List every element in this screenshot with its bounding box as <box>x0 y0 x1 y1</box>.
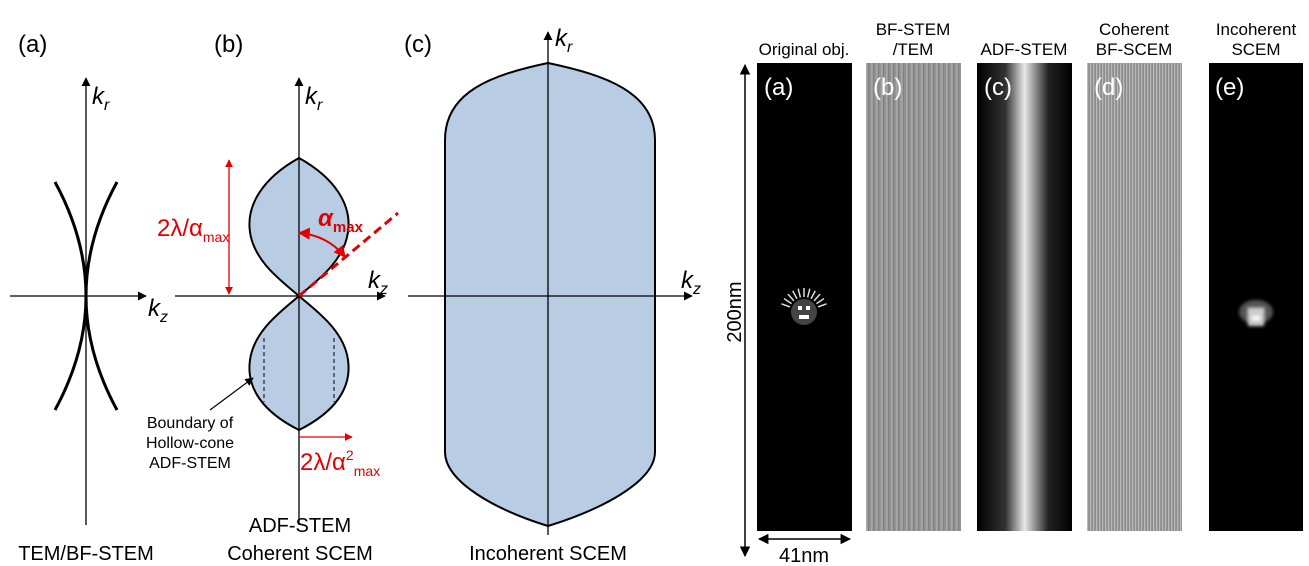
axis-label-sub: r <box>104 97 110 114</box>
label-main: α <box>318 205 334 232</box>
image <box>1209 63 1303 531</box>
panel-title: BF-SCEM <box>1096 40 1173 59</box>
diagram-b: (b) 2λ/αmax αmax 2λ/α2max Boundary of Ho… <box>146 31 398 565</box>
scale-label: 200nm <box>724 281 746 342</box>
axis-label-sub: r <box>567 39 573 56</box>
axis-label-sub: z <box>159 309 168 326</box>
panel-label: (c) <box>984 74 1012 101</box>
axis-label-sub: z <box>692 281 701 298</box>
panel-label: (a) <box>764 74 793 101</box>
image <box>866 63 961 531</box>
note: ADF-STEM <box>149 455 231 472</box>
scale-label: 41nm <box>779 545 829 566</box>
panel-label: (c) <box>404 31 432 58</box>
height-label: 2λ/αmax <box>157 215 229 245</box>
axis-label: kr <box>305 83 323 114</box>
label-sub: max <box>333 219 364 236</box>
panel-title: Coherent <box>1099 20 1169 39</box>
image-panels: 200nm 41nm Original obj. (a) BF-STEM/TEM (b… <box>724 20 1303 566</box>
label-sup: 2 <box>346 447 354 463</box>
panel-label: (a) <box>18 31 47 58</box>
label-main: 2λ/α <box>157 215 203 242</box>
panel-title: Incoherent <box>1216 20 1297 39</box>
caption: Incoherent SCEM <box>469 543 627 565</box>
image <box>1087 63 1182 531</box>
caption: ADF-STEM <box>249 515 351 537</box>
caption: TEM/BF-STEM <box>18 543 154 565</box>
axis-label: kr <box>92 83 110 114</box>
axis-label-sub: z <box>379 281 388 298</box>
image <box>977 63 1072 531</box>
note: Boundary of <box>147 415 234 432</box>
axis-label-sub: r <box>317 97 323 114</box>
label-main: 2λ/α <box>300 449 346 476</box>
panel-title: ADF-STEM <box>981 40 1068 59</box>
panel-title: SCEM <box>1231 40 1280 59</box>
width-label: 2λ/α2max <box>300 447 380 479</box>
panel-label: (b) <box>873 74 902 101</box>
axis-label: kz <box>681 267 701 298</box>
axis-label: kz <box>368 267 388 298</box>
region <box>445 63 655 526</box>
panel-label: (e) <box>1215 74 1244 101</box>
panel-title: Original obj. <box>759 40 850 59</box>
caption: Coherent SCEM <box>227 543 373 565</box>
label-sub: max <box>203 229 229 245</box>
label-sub: max <box>354 463 380 479</box>
axis-label: kz <box>148 295 168 326</box>
note: Hollow-cone <box>146 435 234 452</box>
pointer <box>210 378 253 410</box>
diagram-c: (c) kr kz Incoherent SCEM <box>404 25 701 565</box>
panel-title: BF-STEM <box>876 20 951 39</box>
panel-label: (d) <box>1094 74 1123 101</box>
axis-label: kr <box>555 25 573 56</box>
panel-label: (b) <box>214 31 243 58</box>
diagram-a: (a) kr kz TEM/BF-STEM <box>10 31 168 565</box>
figure: (a) kr kz TEM/BF-STEM (b) 2λ/αmax αmax 2… <box>0 0 1309 566</box>
panel-title: /TEM <box>893 40 934 59</box>
